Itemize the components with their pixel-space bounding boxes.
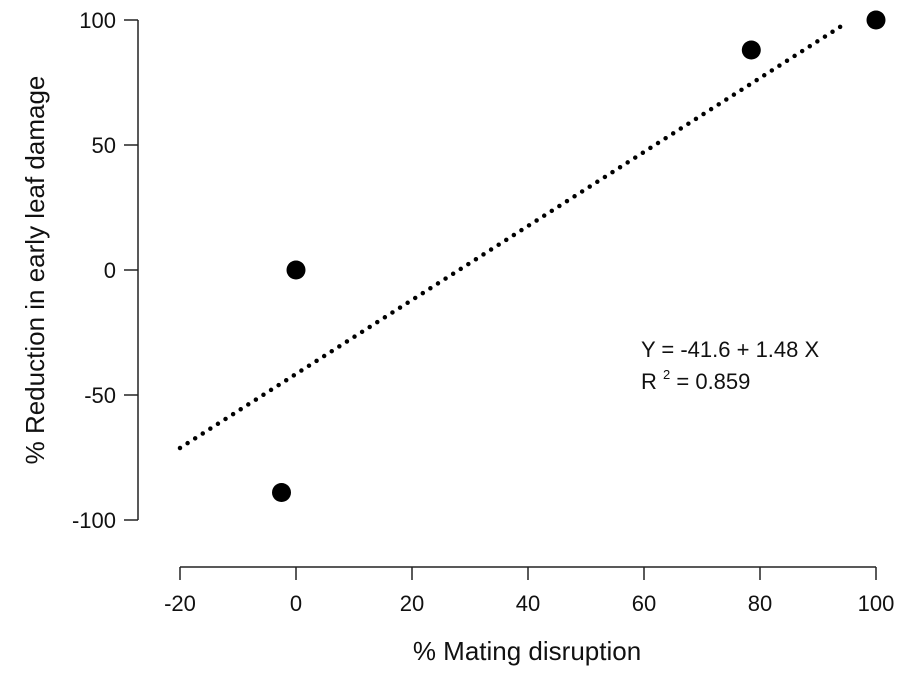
data-point	[272, 483, 291, 502]
r-squared-label: R	[641, 369, 657, 394]
y-tick-label: 0	[104, 258, 116, 283]
r-squared-superscript: 2	[663, 367, 670, 382]
x-tick-label: 0	[290, 591, 302, 616]
y-axis: -100 -50 0 50 100	[72, 8, 139, 533]
regression-line	[177, 20, 850, 451]
y-axis-label: % Reduction in early leaf damage	[20, 76, 50, 465]
regression-equation: Y = -41.6 + 1.48 X	[641, 337, 819, 362]
r-squared-annotation: R 2 = 0.859	[641, 359, 750, 394]
data-point	[866, 10, 886, 30]
x-tick-label: 80	[748, 591, 772, 616]
y-tick-label: -50	[84, 383, 116, 408]
y-tick-label: -100	[72, 508, 116, 533]
x-tick-label: 100	[858, 591, 895, 616]
x-tick-label: 60	[632, 591, 656, 616]
x-tick-label: -20	[164, 591, 196, 616]
data-point	[741, 40, 761, 60]
x-axis: -20 0 20 40 60 80 100	[164, 566, 895, 616]
data-point	[286, 260, 306, 280]
x-axis-label: % Mating disruption	[413, 636, 641, 666]
y-tick-label: 100	[79, 8, 116, 33]
r-squared-value: = 0.859	[676, 369, 750, 394]
regression-line-path	[177, 20, 850, 451]
x-tick-label: 20	[400, 591, 424, 616]
data-points	[272, 10, 886, 502]
y-tick-label: 50	[92, 133, 116, 158]
x-tick-label: 40	[516, 591, 540, 616]
